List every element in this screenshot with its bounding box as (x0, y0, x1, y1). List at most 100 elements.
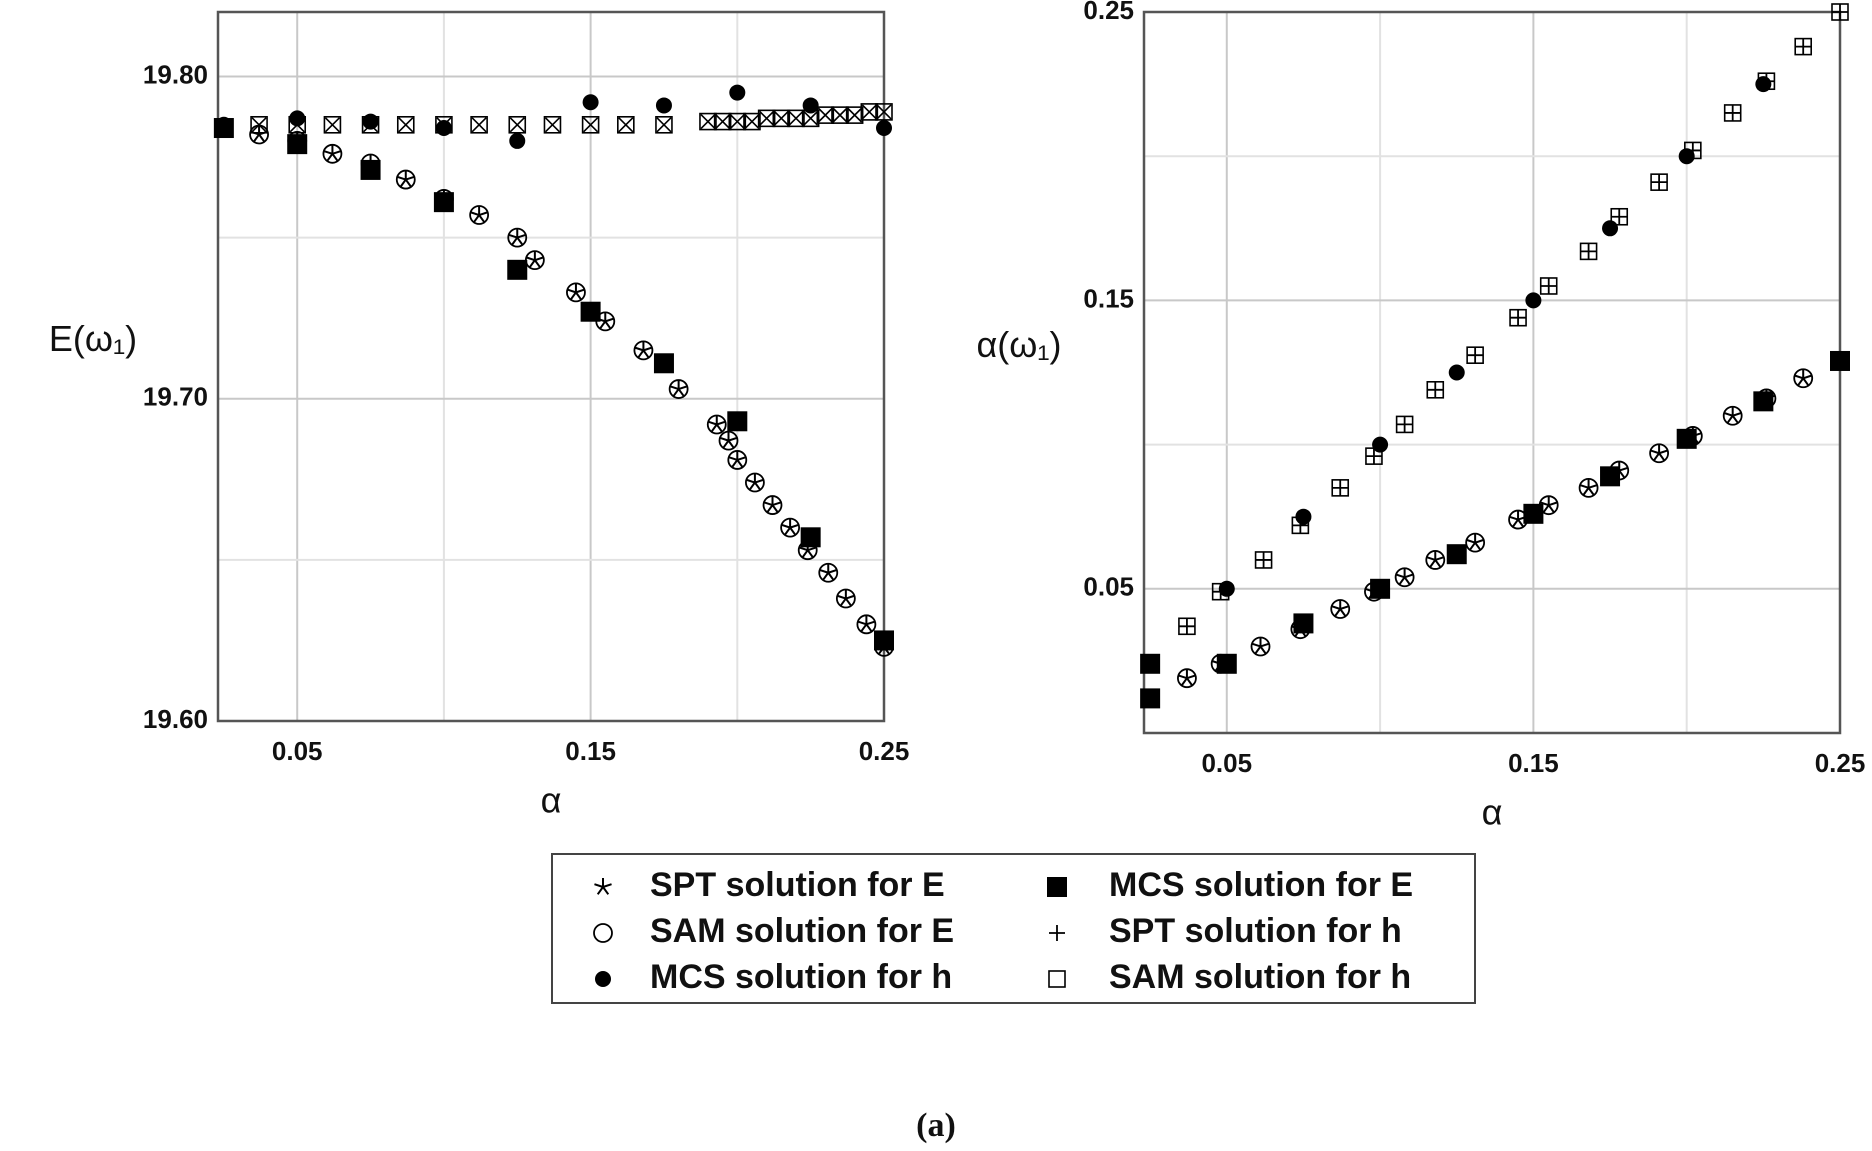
data-point (1724, 104, 1741, 121)
x-tick-label: 0.25 (1815, 748, 1866, 778)
y-tick-label: 0.05 (1083, 572, 1134, 602)
data-point (700, 114, 716, 130)
data-point (757, 109, 776, 128)
y-tick-label: 19.60 (143, 704, 208, 734)
data-point (287, 134, 308, 155)
data-point (728, 450, 747, 468)
legend-label: MCS solution for E (1109, 866, 1413, 904)
data-point (1426, 550, 1445, 568)
data-point (1466, 533, 1485, 551)
x-axis-label: α (541, 780, 562, 821)
data-point (618, 117, 634, 133)
data-point (1753, 391, 1774, 412)
data-point (360, 159, 381, 180)
y-tick-label: 0.15 (1083, 283, 1134, 313)
data-point (819, 563, 838, 581)
data-point (323, 144, 342, 162)
data-point (655, 115, 673, 134)
data-point (1794, 369, 1813, 387)
data-point (788, 110, 804, 126)
y-axis-label: E(ω₁) (49, 318, 137, 359)
data-point (508, 228, 527, 246)
data-point (857, 615, 876, 633)
data-point (713, 112, 732, 131)
data-point (816, 106, 835, 124)
data-point (1467, 347, 1484, 364)
data-point (847, 107, 863, 123)
data-point (845, 106, 864, 124)
data-point (656, 117, 672, 133)
data-point (1365, 448, 1382, 465)
data-point (1331, 599, 1350, 617)
data-point (581, 115, 600, 134)
data-point (617, 115, 635, 134)
legend-marker (1047, 877, 1067, 897)
data-point (1510, 309, 1527, 326)
data-point (582, 94, 599, 111)
data-point (470, 206, 488, 223)
data-point (802, 97, 819, 114)
x-tick-label: 0.25 (859, 736, 910, 766)
data-point (596, 312, 615, 330)
data-point (398, 117, 414, 133)
data-point (1293, 613, 1314, 634)
data-point (1178, 669, 1196, 687)
data-point (861, 104, 877, 120)
data-point (324, 117, 340, 133)
data-point (1395, 568, 1414, 586)
data-point (1370, 578, 1391, 599)
data-point (1216, 653, 1237, 674)
data-point (634, 341, 653, 359)
data-point (508, 115, 527, 134)
data-point (509, 117, 525, 133)
data-point (1579, 478, 1598, 496)
data-point (1795, 38, 1812, 55)
data-point (1676, 428, 1697, 449)
data-point (1611, 208, 1628, 225)
y-tick-label: 19.70 (143, 382, 208, 412)
data-point (743, 112, 761, 131)
x-tick-label: 0.15 (1508, 748, 1559, 778)
data-point (707, 415, 726, 433)
data-point (289, 110, 306, 127)
data-point (1523, 503, 1544, 524)
data-point (250, 125, 268, 143)
legend-label: SAM solution for E (650, 912, 954, 950)
data-point (525, 251, 544, 269)
data-point (1396, 416, 1413, 433)
data-point (1140, 653, 1161, 674)
data-point (215, 116, 232, 133)
data-point (470, 115, 488, 134)
data-point (831, 106, 849, 124)
data-point (1372, 436, 1389, 453)
data-point (1602, 220, 1619, 237)
data-point (1525, 292, 1542, 309)
data-point (435, 120, 452, 137)
data-point (1295, 508, 1312, 525)
y-tick-label: 0.25 (1083, 0, 1134, 25)
legend-marker (593, 923, 613, 943)
legend-label: SPT solution for E (650, 866, 945, 904)
data-point (1446, 544, 1467, 565)
data-point (836, 589, 855, 607)
data-point (715, 114, 731, 130)
data-point (396, 170, 415, 188)
data-point (729, 84, 746, 101)
data-point (1755, 76, 1772, 93)
data-point (728, 112, 747, 131)
legend-label: SPT solution for h (1109, 912, 1402, 950)
data-point (1332, 479, 1349, 496)
data-point (362, 113, 379, 130)
data-point (729, 114, 745, 130)
data-point (763, 496, 782, 513)
data-point (744, 114, 760, 130)
y-axis-label: α(ω₁) (976, 324, 1061, 365)
data-point (875, 103, 893, 121)
data-point (876, 120, 892, 137)
data-point (653, 353, 674, 374)
data-point (1509, 510, 1527, 528)
data-point (1448, 364, 1465, 381)
legend-marker (1049, 925, 1065, 941)
data-point (1723, 406, 1742, 424)
